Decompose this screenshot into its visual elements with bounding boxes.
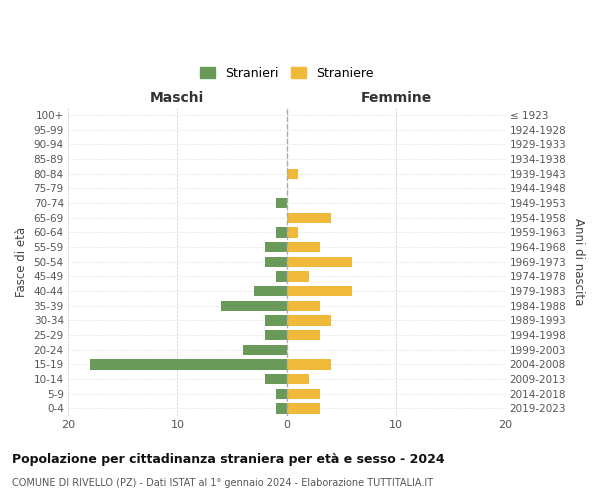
Bar — [221, 300, 287, 311]
Bar — [90, 360, 287, 370]
Bar — [287, 228, 298, 237]
Bar — [287, 404, 320, 413]
Bar — [287, 360, 331, 370]
Text: Femmine: Femmine — [361, 90, 432, 104]
Bar — [276, 388, 287, 399]
Bar — [287, 212, 331, 223]
Bar — [287, 374, 308, 384]
Y-axis label: Fasce di età: Fasce di età — [15, 226, 28, 297]
Bar — [254, 286, 287, 296]
Bar — [276, 198, 287, 208]
Bar — [265, 330, 287, 340]
Bar — [243, 344, 287, 355]
Bar — [287, 256, 352, 267]
Bar — [287, 286, 352, 296]
Bar — [287, 300, 320, 311]
Bar — [265, 316, 287, 326]
Bar — [276, 404, 287, 413]
Bar — [287, 272, 308, 281]
Text: COMUNE DI RIVELLO (PZ) - Dati ISTAT al 1° gennaio 2024 - Elaborazione TUTTITALIA: COMUNE DI RIVELLO (PZ) - Dati ISTAT al 1… — [12, 478, 433, 488]
Bar — [265, 242, 287, 252]
Bar — [265, 374, 287, 384]
Bar — [287, 388, 320, 399]
Text: Popolazione per cittadinanza straniera per età e sesso - 2024: Popolazione per cittadinanza straniera p… — [12, 452, 445, 466]
Y-axis label: Anni di nascita: Anni di nascita — [572, 218, 585, 306]
Text: Maschi: Maschi — [150, 90, 205, 104]
Bar — [287, 242, 320, 252]
Bar — [276, 272, 287, 281]
Bar — [287, 330, 320, 340]
Bar — [276, 228, 287, 237]
Bar — [265, 256, 287, 267]
Bar — [287, 316, 331, 326]
Bar — [287, 168, 298, 179]
Legend: Stranieri, Straniere: Stranieri, Straniere — [195, 62, 379, 84]
